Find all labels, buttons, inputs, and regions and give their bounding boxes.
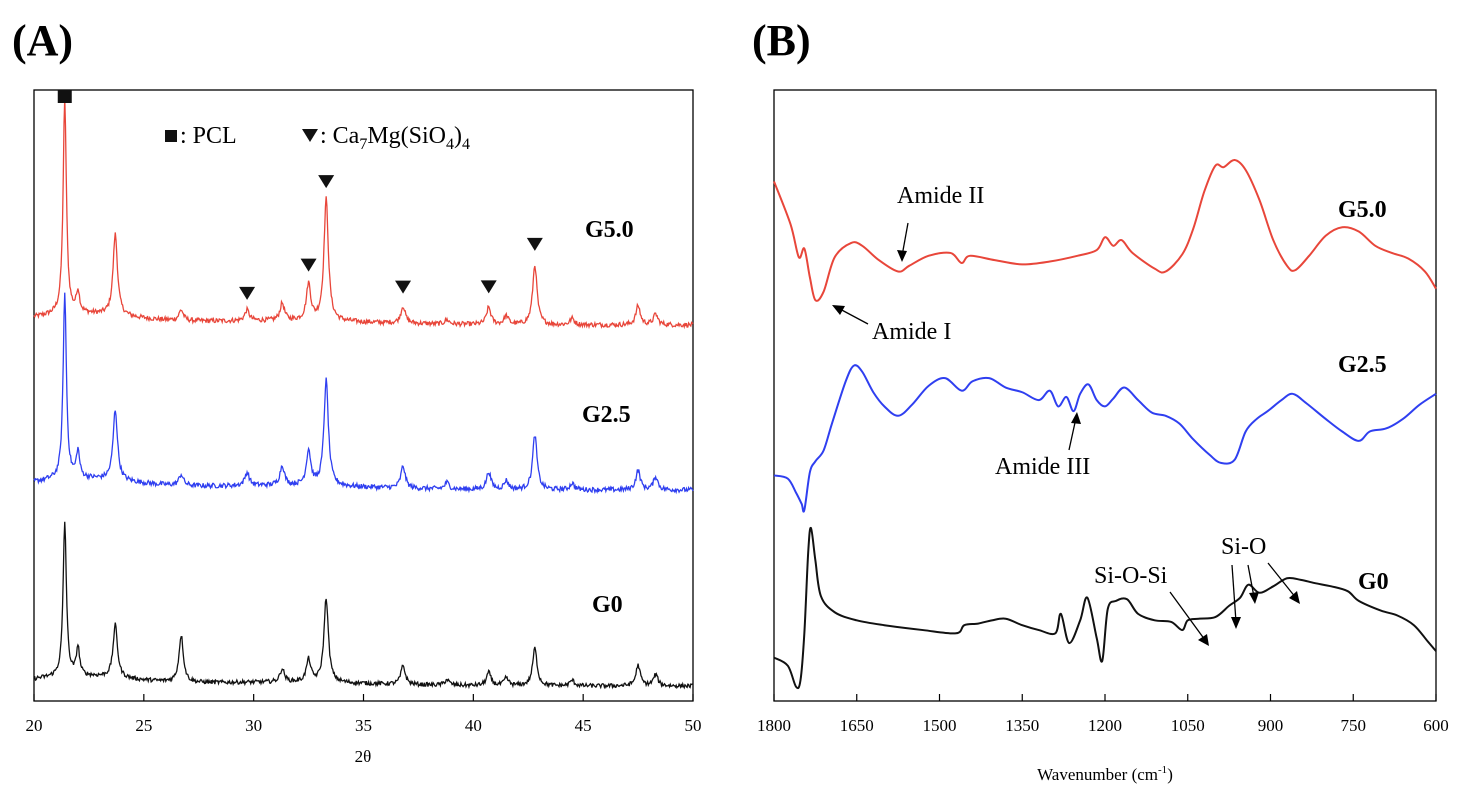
- ftir-annotations: Amide II Amide I Amide III Si-O-Si Si-O: [832, 183, 1300, 646]
- ftir-panel: 1800 1650 1500 1350 1200 1050 900 750 600 Wavenu…: [757, 89, 1449, 784]
- pcl-peak-marker: [57, 90, 72, 103]
- arrowhead-si-o-2: [1249, 592, 1259, 604]
- xrd-x-tick-label: 40: [465, 716, 482, 735]
- ftir-label-g0: G0: [1358, 569, 1389, 595]
- annotation-amide-iii: Amide III: [995, 454, 1090, 480]
- arrow-si-o-1: [1231, 564, 1237, 623]
- ftir-plot-frame: [773, 89, 1437, 702]
- xrd-series-group: [33, 98, 694, 690]
- legend-ca7mg-label: : Ca7Mg(SiO4)4: [320, 123, 470, 153]
- ftir-series-line: [773, 159, 1437, 302]
- ca7mg-marker-icon: [302, 129, 318, 142]
- ftir-series-line: [773, 364, 1437, 513]
- ftir-series-group: [773, 159, 1437, 690]
- ca7mg-peak-marker: [300, 258, 317, 272]
- arrowhead-amide-iii: [1071, 412, 1081, 424]
- annotation-amide-i: Amide I: [872, 319, 951, 345]
- ftir-x-tick-label: 1050: [1171, 716, 1205, 735]
- xrd-x-ticks: 20 25 30 35 40 45 50: [26, 694, 702, 735]
- arrowhead-si-o-3: [1289, 591, 1300, 604]
- arrowhead-amide-i: [832, 305, 845, 315]
- ftir-x-tick-label: 1200: [1088, 716, 1122, 735]
- annotation-si-o: Si-O: [1221, 534, 1266, 560]
- annotation-si-o-si: Si-O-Si: [1094, 563, 1168, 589]
- xrd-label-g50: G5.0: [585, 217, 634, 243]
- ca7mg-peak-marker: [480, 280, 497, 294]
- arrowhead-si-o-si: [1198, 634, 1209, 646]
- arrowhead-amide-ii: [897, 250, 907, 262]
- ftir-x-tick-label: 1800: [757, 716, 791, 735]
- arrow-si-o-3: [1267, 562, 1297, 599]
- xrd-panel: 20 25 30 35 40 45 50 2θ : PCL : Ca7Mg(SiO4)4 G…: [26, 89, 702, 766]
- ca7mg-peak-marker: [239, 286, 256, 300]
- ftir-x-tick-label: 900: [1258, 716, 1284, 735]
- xrd-legend: : PCL : Ca7Mg(SiO4)4: [165, 123, 470, 153]
- arrow-amide-ii: [901, 222, 909, 257]
- ca7mg-peak-marker: [526, 237, 543, 251]
- ftir-label-g25: G2.5: [1338, 352, 1387, 378]
- ftir-x-tick-label: 750: [1341, 716, 1367, 735]
- xrd-x-tick-label: 45: [575, 716, 592, 735]
- xrd-x-tick-label: 20: [26, 716, 43, 735]
- panel-b-label: (B): [752, 16, 811, 65]
- ftir-x-tick-label: 600: [1423, 716, 1449, 735]
- ftir-label-g50: G5.0: [1338, 197, 1387, 223]
- arrow-amide-i: [837, 307, 869, 325]
- ca7mg-peak-marker: [395, 280, 412, 294]
- ca7mg-peak-marker: [318, 175, 335, 189]
- arrow-si-o-2: [1247, 564, 1255, 598]
- ftir-x-tick-label: 1650: [840, 716, 874, 735]
- arrowhead-si-o-1: [1231, 617, 1241, 629]
- arrow-si-o-si: [1169, 591, 1206, 641]
- ftir-x-tick-label: 1350: [1005, 716, 1039, 735]
- xrd-label-g0: G0: [592, 592, 623, 618]
- xrd-x-axis-title: 2θ: [355, 747, 372, 766]
- xrd-series-line: [33, 292, 694, 495]
- xrd-series-line: [33, 521, 694, 690]
- xrd-x-tick-label: 30: [245, 716, 262, 735]
- ftir-x-tick-label: 1500: [923, 716, 957, 735]
- ftir-x-ticks: 1800 1650 1500 1350 1200 1050 900 750 600: [757, 694, 1449, 735]
- xrd-series-line: [33, 98, 694, 330]
- ftir-series-line: [773, 526, 1437, 690]
- xrd-x-tick-label: 50: [685, 716, 702, 735]
- pcl-marker-icon: [165, 130, 177, 142]
- annotation-amide-ii: Amide II: [897, 183, 984, 209]
- panel-a-label: (A): [12, 16, 73, 65]
- xrd-label-g25: G2.5: [582, 402, 631, 428]
- xrd-x-tick-label: 35: [355, 716, 372, 735]
- xrd-peak-markers: [57, 90, 543, 300]
- ftir-x-axis-title: Wavenumber (cm-1): [1037, 764, 1173, 784]
- legend-pcl-label: : PCL: [180, 123, 237, 149]
- xrd-x-tick-label: 25: [135, 716, 152, 735]
